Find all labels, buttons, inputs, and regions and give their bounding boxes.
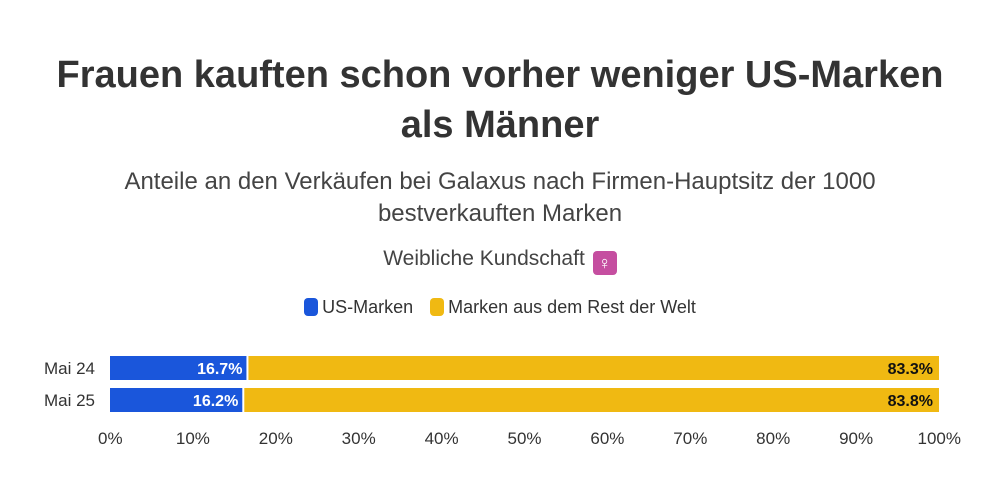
legend-item-us[interactable]: US-Marken <box>304 295 413 319</box>
x-tick-label-7: 70% <box>673 429 707 448</box>
bar-0-0 <box>110 356 247 380</box>
legend-label-us: US-Marken <box>322 297 414 317</box>
x-tick-label-5: 50% <box>507 429 541 448</box>
x-tick-label-8: 80% <box>756 429 790 448</box>
x-tick-label-4: 40% <box>425 429 459 448</box>
legend: US-Marken Marken aus dem Rest der Welt <box>0 295 1000 319</box>
legend-swatch-rest <box>430 298 445 316</box>
category-label-1: Mai 25 <box>44 391 95 410</box>
data-label-0-0: 16.7% <box>197 361 242 378</box>
category-label-0: Mai 24 <box>44 359 95 378</box>
chart-note: Weibliche Kundschaft ♀ <box>60 245 940 275</box>
legend-label-rest: Marken aus dem Rest der Welt <box>448 297 696 317</box>
data-label-1-1: 83.8% <box>888 393 933 410</box>
x-tick-label-2: 20% <box>259 429 293 448</box>
chart-subtitle: Anteile an den Verkäufen bei Galaxus nac… <box>124 168 876 227</box>
x-tick-label-6: 60% <box>590 429 624 448</box>
note-text: Weibliche Kundschaft <box>383 247 585 270</box>
legend-swatch-us <box>304 298 319 316</box>
data-label-0-1: 16.2% <box>193 393 238 410</box>
bar-1-1 <box>244 388 940 412</box>
legend-item-rest[interactable]: Marken aus dem Rest der Welt <box>430 295 696 319</box>
bar-1-0 <box>248 356 939 380</box>
data-label-1-0: 83.3% <box>888 361 933 378</box>
x-tick-label-1: 10% <box>176 429 210 448</box>
female-sign-icon: ♀ <box>592 251 617 275</box>
x-tick-label-9: 90% <box>839 429 873 448</box>
bar-0-1 <box>110 388 243 412</box>
x-tick-label-0: 0% <box>98 429 123 448</box>
x-tick-label-3: 30% <box>342 429 376 448</box>
x-tick-label-10: 100% <box>918 429 961 448</box>
chart-title: Frauen kauften schon vorher weniger US-M… <box>56 54 944 146</box>
